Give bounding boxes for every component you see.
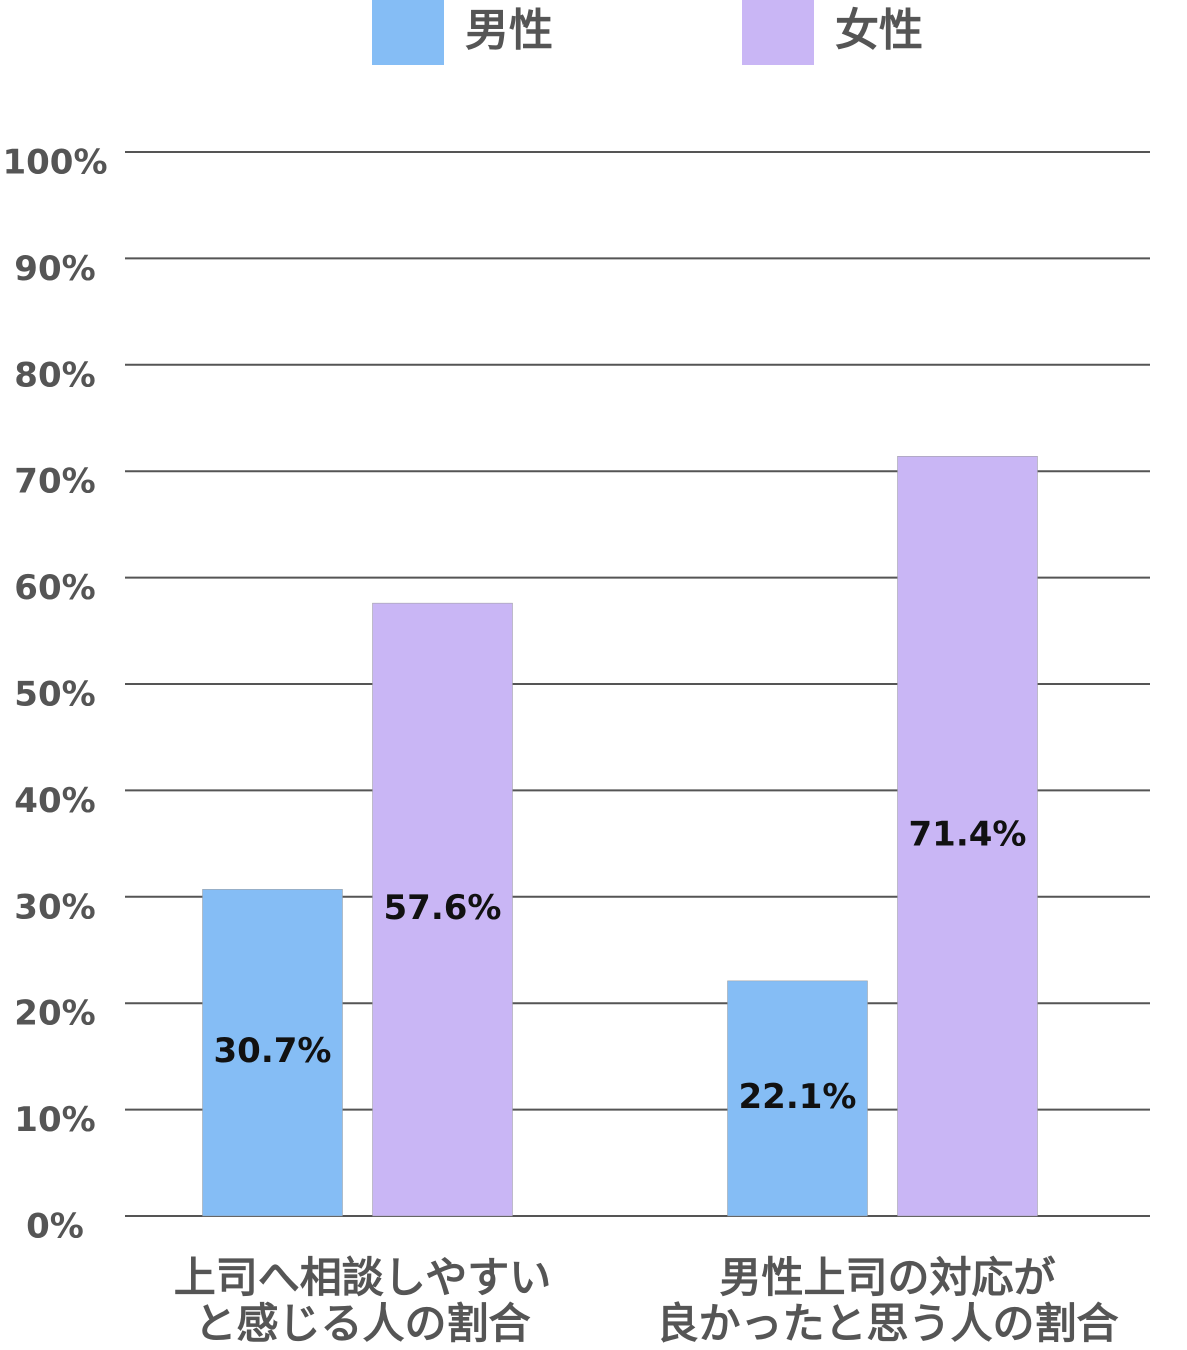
bar (372, 602, 513, 1217)
bar (202, 889, 343, 1217)
y-tick-label: 0% (26, 1207, 84, 1247)
legend-swatch (372, 0, 444, 65)
x-tick-label: 男性上司の対応が良かったと思う人の割合 (656, 1253, 1118, 1348)
y-tick-label: 70% (14, 462, 95, 502)
y-tick-label: 10% (14, 1100, 95, 1140)
value-label: 57.6% (384, 888, 502, 928)
x-tick-label: 上司へ相談しやすいと感じる人の割合 (174, 1253, 552, 1348)
legend-swatch (742, 0, 814, 65)
y-tick-label: 80% (14, 355, 95, 395)
y-tick-label: 60% (14, 568, 95, 608)
value-label: 22.1% (739, 1077, 857, 1117)
value-label: 30.7% (214, 1031, 332, 1071)
bar (727, 980, 868, 1217)
y-tick-label: 90% (14, 249, 95, 289)
y-tick-label: 100% (2, 143, 107, 183)
y-tick-label: 20% (14, 994, 95, 1034)
y-tick-label: 30% (14, 887, 95, 927)
legend-label: 女性 (835, 5, 923, 56)
bar (897, 456, 1038, 1217)
legend-label: 男性 (465, 5, 553, 56)
y-tick-label: 40% (14, 781, 95, 821)
value-label: 71.4% (909, 815, 1027, 855)
y-tick-label: 50% (14, 675, 95, 715)
